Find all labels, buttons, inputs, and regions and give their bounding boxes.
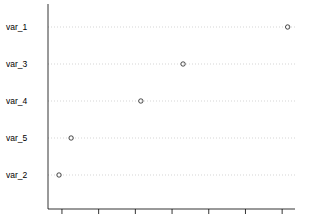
- dot: [181, 62, 185, 66]
- dot: [139, 99, 143, 103]
- category-label: var_5: [6, 133, 28, 143]
- x-tick: [172, 209, 173, 214]
- x-tick: [208, 209, 209, 214]
- dot: [285, 25, 289, 29]
- grid-line: [48, 138, 295, 139]
- category-label: var_3: [6, 59, 28, 69]
- grid-line: [48, 175, 295, 176]
- x-tick: [135, 209, 136, 214]
- x-axis-line: [48, 209, 295, 210]
- category-label: var_4: [6, 96, 28, 106]
- category-label: var_1: [6, 22, 28, 32]
- grid-line: [48, 64, 295, 65]
- grid-line: [48, 27, 295, 28]
- dot: [57, 173, 61, 177]
- x-tick: [98, 209, 99, 214]
- x-tick: [282, 209, 283, 214]
- category-label: var_2: [6, 170, 28, 180]
- chart: var_1 var_3 var_4 var_5 var_2: [0, 0, 320, 214]
- y-axis-line: [48, 4, 49, 209]
- points: [57, 25, 290, 177]
- grid-line: [48, 101, 295, 102]
- dot: [69, 136, 73, 140]
- x-tick: [245, 209, 246, 214]
- x-tick: [61, 209, 62, 214]
